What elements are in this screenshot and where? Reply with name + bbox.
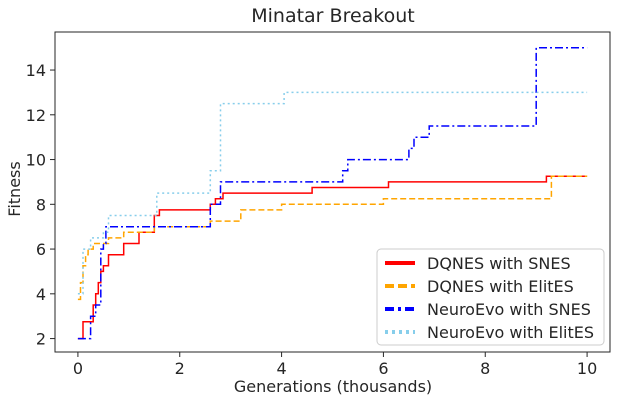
legend-box [376,248,605,346]
legend-label-neuroevo-with-elites: NeuroEvo with ElitES [427,323,594,342]
x-tick-label: 2 [175,359,185,378]
legend-label-dqnes-with-elites: DQNES with ElitES [427,277,574,296]
x-tick-label: 6 [378,359,388,378]
y-tick-label: 8 [36,195,46,214]
x-axis-label: Generations (thousands) [234,377,432,396]
y-tick-label: 10 [26,151,46,170]
x-tick-label: 4 [276,359,286,378]
axes-frame [54,31,611,353]
series-line-neuroevo-with-elites [77,91,588,295]
series-line-dqnes-with-elites [77,175,588,301]
y-axis-label: Fitness [5,161,24,216]
y-tick-label: 2 [36,330,46,349]
y-tick-label: 14 [26,61,46,80]
legend-label-neuroevo-with-snes: NeuroEvo with SNES [427,300,591,319]
y-tick-label: 12 [26,106,46,125]
legend-label-dqnes-with-snes: DQNES with SNES [427,254,571,273]
x-tick-label: 10 [577,359,597,378]
x-tick-label: 0 [73,359,83,378]
y-tick-label: 4 [36,285,46,304]
y-tick-label: 6 [36,240,46,259]
legend: DQNES with SNES DQNES with ElitES NeuroEvo… [376,248,605,346]
chart-title: Minatar Breakout [251,5,415,27]
series-line-dqnes-with-snes [77,175,588,340]
x-tick-label: 8 [480,359,490,378]
series-line-neuroevo-with-snes [77,46,588,340]
